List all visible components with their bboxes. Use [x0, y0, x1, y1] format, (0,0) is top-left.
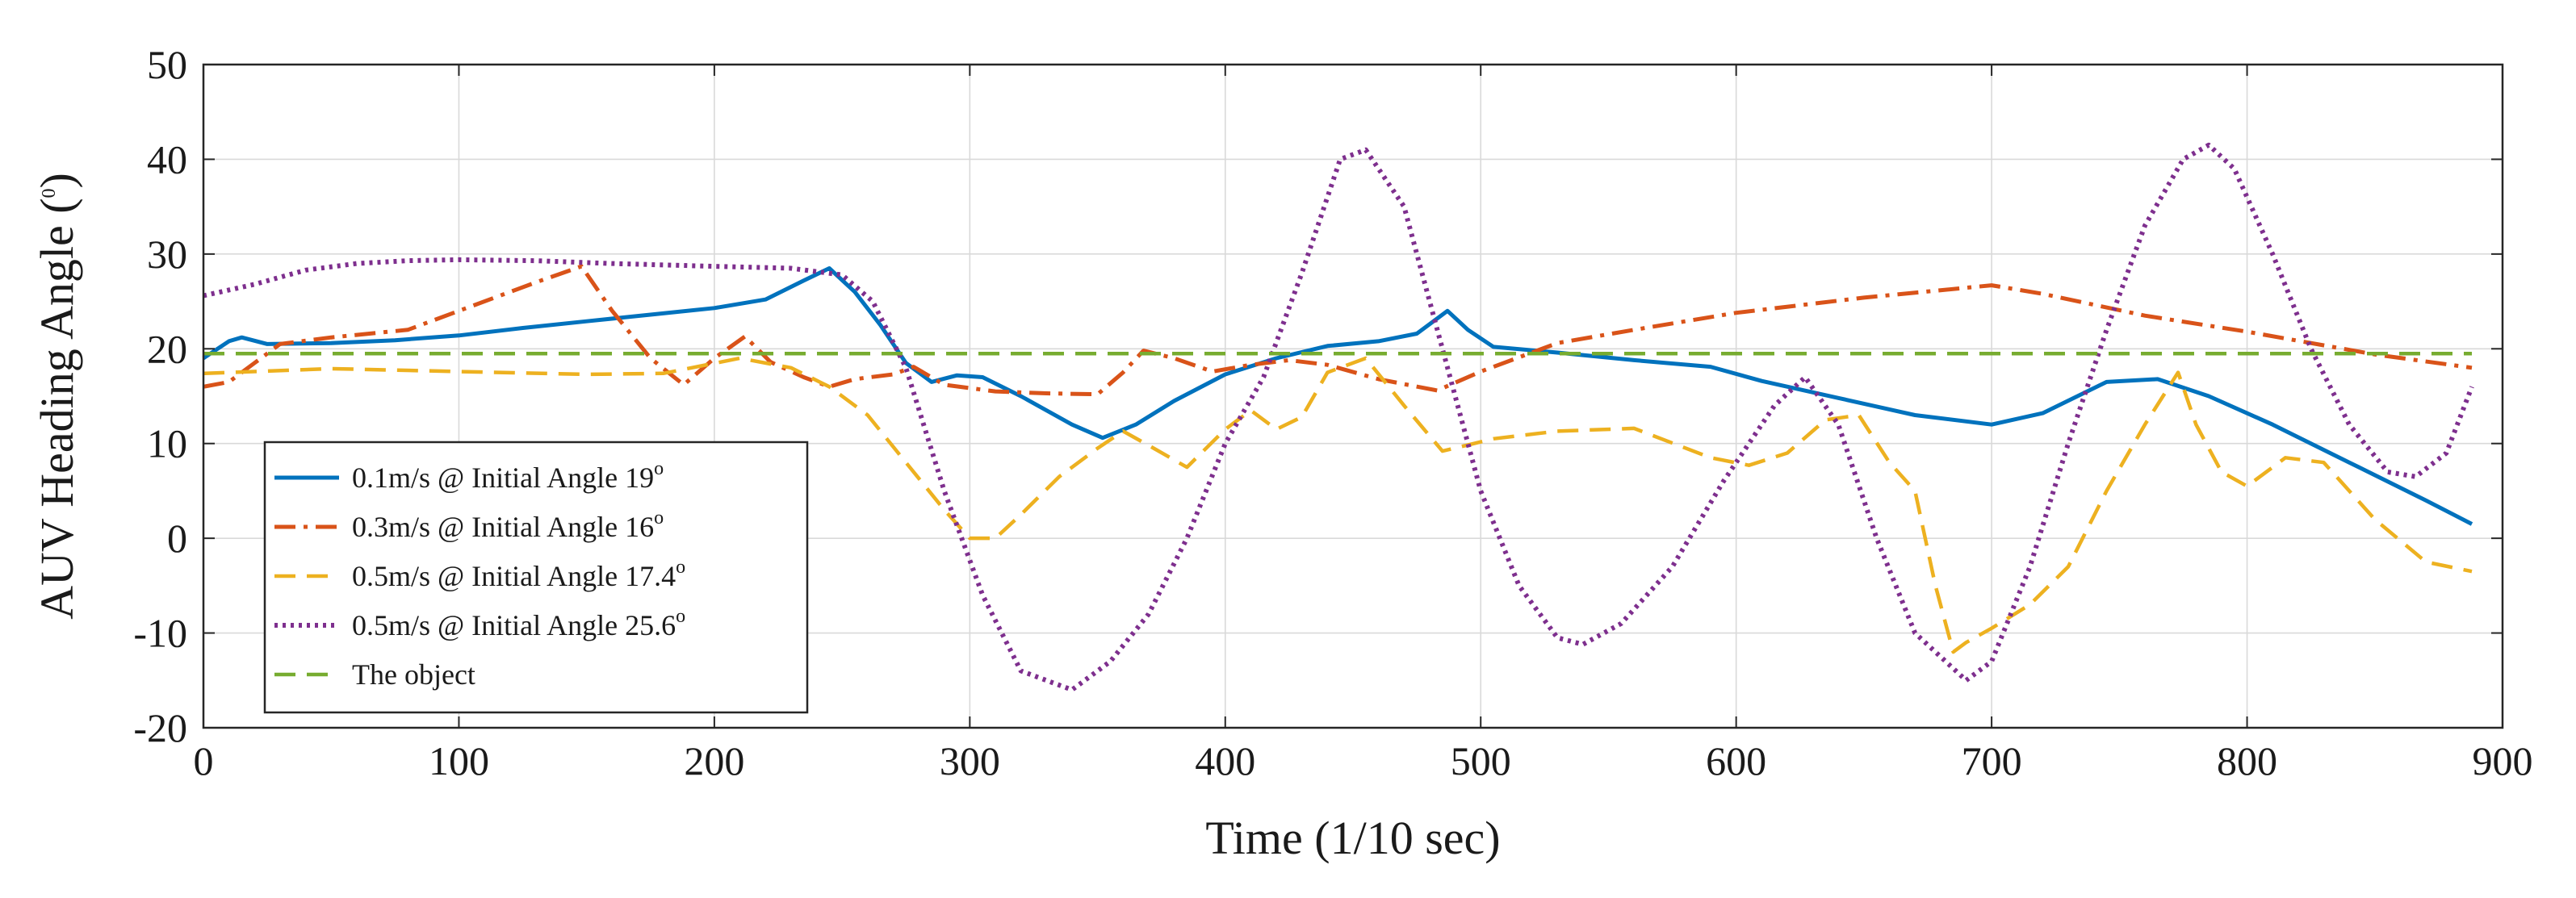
y-tick-label: -10	[133, 611, 187, 656]
y-axis-label: AUV Heading Angle (0)	[31, 173, 83, 620]
x-tick-label: 600	[1706, 738, 1766, 783]
series-line-2	[203, 264, 2473, 397]
series-line-4	[203, 142, 2474, 692]
x-tick-label: 400	[1195, 738, 1255, 783]
y-tick-label: 10	[147, 421, 187, 466]
x-axis-label: Time (1/10 sec)	[1205, 812, 1500, 864]
legend-entry: 0.5m/s @ Initial Angle 17.4o	[352, 557, 685, 592]
legend-entry-superscript: o	[654, 458, 664, 479]
legend-entry: 0.3m/s @ Initial Angle 16o	[352, 507, 664, 543]
legend-entry-text: 0.1m/s @ Initial Angle 19	[352, 462, 654, 494]
y-tick-label: 50	[147, 42, 187, 87]
y-tick-label: 40	[147, 136, 187, 182]
x-tick-label: 0	[194, 738, 214, 783]
y-axis-label-suffix: )	[31, 173, 83, 188]
x-tick-label: 200	[684, 738, 744, 783]
y-tick-label: 30	[147, 232, 187, 277]
series-layer	[202, 142, 2474, 692]
legend-entry-text: 0.3m/s @ Initial Angle 16	[352, 511, 654, 543]
y-axis-label-superscript: 0	[39, 188, 60, 198]
x-tick-label: 700	[1962, 738, 2022, 783]
legend-entry-text: 0.5m/s @ Initial Angle 17.4	[352, 560, 676, 592]
y-tick-label: -20	[133, 705, 187, 750]
legend-box	[263, 441, 809, 714]
legend-entry: 0.5m/s @ Initial Angle 25.6o	[352, 606, 685, 641]
x-tick-label: 500	[1451, 738, 1511, 783]
legend-entry-text: 0.5m/s @ Initial Angle 25.6	[352, 609, 676, 641]
y-tick-label: 0	[167, 516, 187, 561]
legend-entry: 0.1m/s @ Initial Angle 19o	[352, 458, 664, 494]
plot-frame	[202, 63, 2504, 729]
y-axis-label-text: AUV Heading Angle (	[31, 198, 83, 619]
y-tick-label: 20	[147, 326, 187, 371]
axis-ticks	[203, 64, 2503, 729]
legend-entry-superscript: o	[676, 557, 685, 578]
legend-entry-text: The object	[352, 658, 475, 691]
legend-entry: The object	[352, 658, 475, 691]
x-tick-label: 100	[429, 738, 489, 783]
x-tick-label: 300	[940, 738, 1000, 783]
series-line-3	[203, 356, 2473, 654]
x-tick-label: 900	[2473, 738, 2533, 783]
x-tick-label: 800	[2217, 738, 2277, 783]
legend-entry-superscript: o	[654, 507, 664, 528]
tick-labels: 0 100 200 300 400 500 600 700 800 900 -20 -10 0 10 20 3…	[133, 42, 2532, 783]
legend-entry-superscript: o	[676, 606, 685, 627]
series-line-1	[202, 266, 2473, 526]
